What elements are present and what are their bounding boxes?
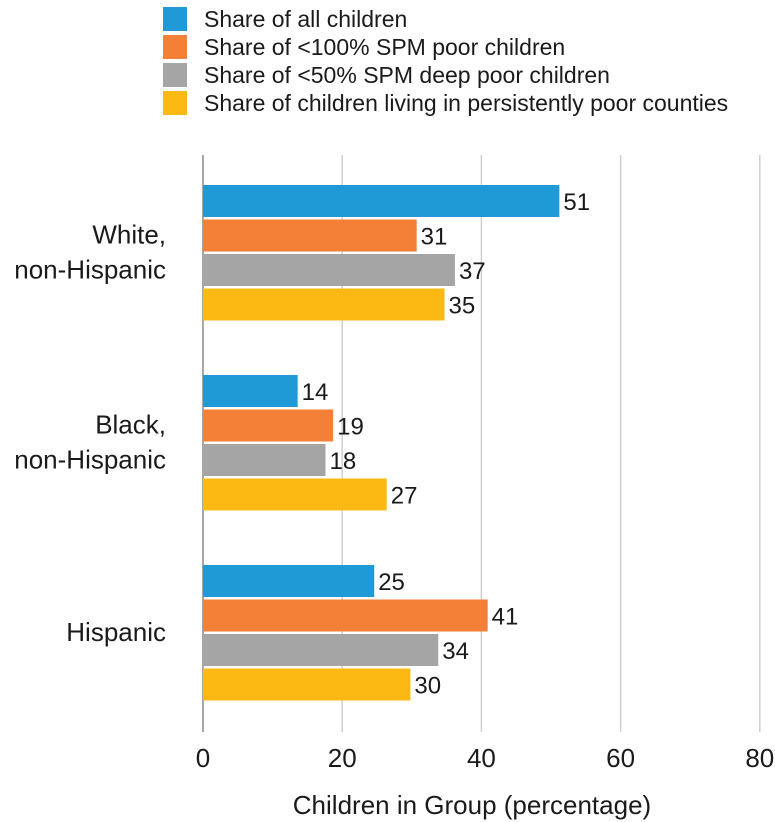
value-label-0-1: 31 <box>421 224 448 251</box>
x-tick-label-1: 20 <box>328 743 357 773</box>
legend-swatch-3 <box>163 91 187 115</box>
legend-label-1: Share of <100% SPM poor children <box>204 34 565 60</box>
bar-0-0 <box>203 185 560 217</box>
legend-label-2: Share of <50% SPM deep poor children <box>204 62 610 88</box>
x-tick-label-0: 0 <box>196 743 210 773</box>
bar-0-1 <box>203 219 417 252</box>
value-label-0-3: 35 <box>449 293 476 320</box>
bar-2-3 <box>203 668 411 701</box>
value-label-0-0: 51 <box>563 189 590 216</box>
bar-0-3 <box>203 288 445 321</box>
x-tick-label-4: 80 <box>745 743 774 773</box>
value-label-2-2: 34 <box>442 638 469 665</box>
value-label-2-3: 30 <box>414 673 441 700</box>
legend-label-0: Share of all children <box>204 6 407 32</box>
x-ticks: 0 20 40 60 80 <box>196 743 774 773</box>
value-label-1-3: 27 <box>391 483 418 510</box>
bar-1-2 <box>203 444 326 476</box>
bar-1-0 <box>203 375 298 407</box>
bar-0-2 <box>203 254 455 286</box>
bar-1-3 <box>203 478 387 511</box>
value-label-1-0: 14 <box>302 379 329 406</box>
value-label-2-0: 25 <box>378 569 405 596</box>
bar-1-1 <box>203 409 334 442</box>
value-label-1-2: 18 <box>329 448 356 475</box>
bar-2-1 <box>203 599 488 632</box>
x-tick-label-3: 60 <box>606 743 635 773</box>
value-label-2-1: 41 <box>492 604 519 631</box>
x-tick-label-2: 40 <box>467 743 496 773</box>
category-label-1: Black, non-Hispanic <box>14 410 166 475</box>
value-label-0-2: 37 <box>459 258 486 285</box>
category-label-2: Hispanic <box>66 617 166 647</box>
legend-swatch-2 <box>163 63 187 87</box>
bar-2-2 <box>203 634 439 666</box>
value-label-1-1: 19 <box>337 414 364 441</box>
x-axis-label: Children in Group (percentage) <box>293 790 651 820</box>
category-labels: White, non-Hispanic Black, non-Hispanic Hisp… <box>14 220 166 648</box>
legend-swatch-1 <box>163 35 187 59</box>
bar-2-0 <box>203 565 375 597</box>
category-label-0: White, non-Hispanic <box>14 220 166 285</box>
legend-label-3: Share of children living in persistently… <box>204 90 728 116</box>
legend-swatch-0 <box>163 7 187 31</box>
